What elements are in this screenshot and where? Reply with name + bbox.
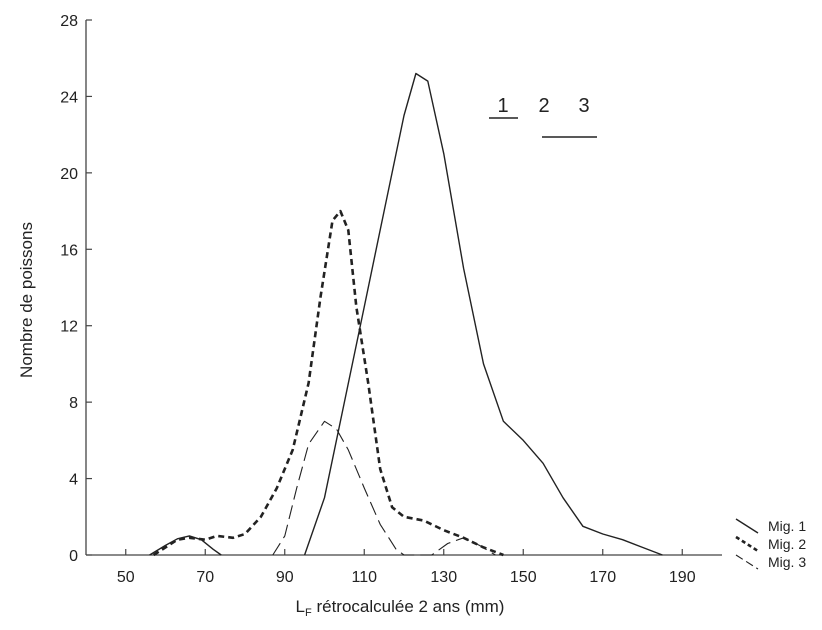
inset-annotation: 1 2 3: [489, 95, 597, 138]
legend-swatch-1: [735, 518, 759, 534]
y-tick-label: 0: [69, 548, 78, 565]
y-tick-label: 4: [69, 472, 78, 489]
x-tick-label: 110: [351, 569, 377, 586]
y-tick-label: 12: [60, 319, 78, 336]
series-line-3: [272, 420, 496, 556]
x-tick-label: 190: [669, 569, 696, 586]
legend-swatch-3: [735, 554, 759, 570]
y-tick-label: 8: [69, 395, 78, 412]
x-tick-label: 170: [589, 569, 616, 586]
x-axis-label-main: L: [296, 597, 305, 616]
annotation-label-3: 3: [578, 95, 589, 117]
y-tick-label: 28: [60, 13, 78, 30]
axes: [85, 20, 722, 556]
x-axis-label-subscript: F: [305, 607, 312, 619]
annotation-label-1: 1: [497, 95, 508, 117]
x-ticks: 50 70 90 110 130 150 170 190: [117, 549, 696, 586]
y-tick-label: 20: [60, 166, 78, 183]
x-tick-label: 150: [510, 569, 537, 586]
y-tick-label: 16: [60, 242, 78, 259]
x-tick-label: 90: [276, 569, 294, 586]
series-line-4: [149, 535, 222, 556]
x-axis-label: LF rétrocalculée 2 ans (mm): [296, 597, 505, 619]
annotation-label-2: 2: [538, 95, 549, 117]
series-lines: [149, 72, 663, 557]
x-tick-label: 70: [196, 569, 214, 586]
x-tick-label: 130: [430, 569, 457, 586]
y-ticks: 0 4 8 12 16 20 24 28: [60, 13, 92, 565]
series-line-1: [303, 72, 663, 556]
y-axis-label: Nombre de poissons: [17, 222, 36, 378]
x-tick-label: 50: [117, 569, 135, 586]
series-line-2: [152, 209, 504, 557]
legend-label-2: Mig. 2: [768, 536, 806, 552]
x-axis-label-rest: rétrocalculée 2 ans (mm): [312, 597, 505, 616]
legend-label-1: Mig. 1: [768, 518, 806, 534]
legend-label-3: Mig. 3: [768, 554, 806, 570]
legend-swatch-2: [735, 535, 759, 553]
y-tick-label: 24: [60, 89, 78, 106]
legend: Mig. 1 Mig. 2 Mig. 3: [735, 518, 806, 570]
